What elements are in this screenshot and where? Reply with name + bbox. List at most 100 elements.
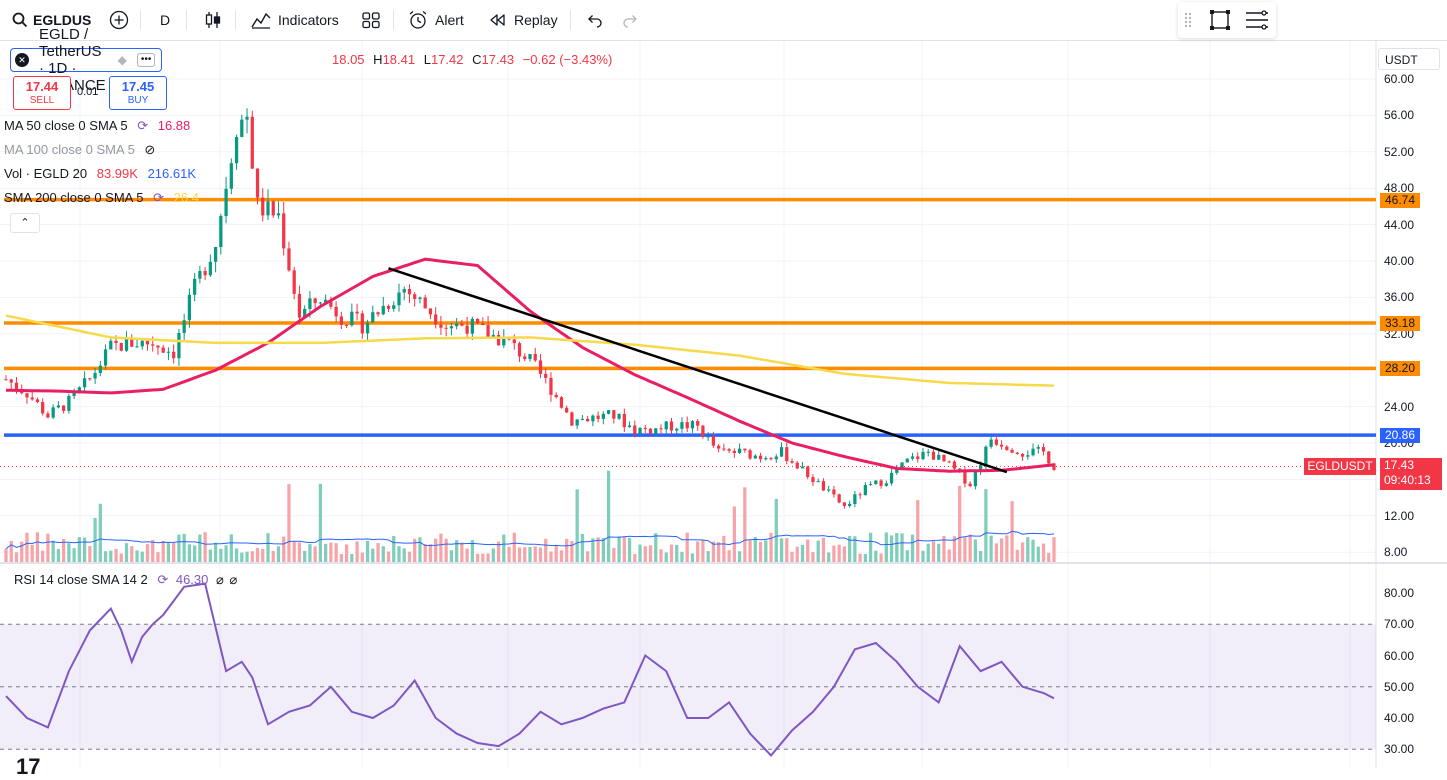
candle-body: [617, 413, 621, 419]
volume-bar: [523, 547, 527, 562]
volume-bar: [392, 536, 396, 562]
volume-bar: [806, 539, 810, 562]
volume-bar: [41, 550, 45, 562]
spread-value: 0.01: [77, 86, 99, 98]
volume-bar: [313, 546, 317, 562]
rsi-axis-label: 40.00: [1384, 711, 1415, 725]
candle-body: [575, 419, 579, 426]
sell-button[interactable]: 17.44 SELL: [13, 76, 71, 110]
candle-body: [41, 402, 45, 414]
volume-bar: [444, 538, 448, 562]
volume-bar: [339, 553, 343, 562]
candle-body: [706, 436, 710, 438]
more-icon[interactable]: •••: [136, 53, 156, 67]
volume-bar: [460, 542, 464, 562]
volume-bar: [895, 533, 899, 562]
indicator-ma50[interactable]: MA 50 close 0 SMA 5 ⟳ 16.88: [4, 118, 190, 134]
candle-body: [512, 339, 516, 344]
symbol-search[interactable]: EGLDUS: [12, 0, 91, 40]
candle-body: [863, 484, 867, 496]
collapse-legend-button[interactable]: ⌃: [10, 213, 40, 233]
fullscreen-icon[interactable]: [1208, 9, 1232, 36]
chart-grid: [0, 41, 1447, 769]
buy-button[interactable]: 17.45 BUY: [109, 76, 167, 110]
volume-bar: [334, 543, 338, 562]
candle-body: [1015, 452, 1019, 454]
candle-body: [638, 427, 642, 434]
templates-button[interactable]: [361, 0, 381, 40]
volume-bar: [329, 542, 333, 562]
refresh-icon[interactable]: ⟳: [157, 572, 169, 587]
volume-bar: [439, 533, 443, 562]
moving-average-lines: [5, 257, 1055, 473]
volume-bar: [465, 548, 469, 562]
candle-body: [365, 322, 370, 334]
last-price-tag[interactable]: 17.43 09:40:13: [1380, 458, 1442, 491]
candle-body: [224, 188, 228, 216]
volume-bar: [591, 538, 595, 562]
candle-body: [198, 271, 202, 279]
high-label: H: [373, 52, 383, 67]
chart-type-button[interactable]: [203, 0, 223, 40]
indicator-ma100[interactable]: MA 100 close 0 SMA 5 ⊘: [4, 142, 155, 158]
symbol-input[interactable]: EGLDUS: [33, 12, 92, 28]
drag-handle-icon[interactable]: [1184, 12, 1192, 33]
interval-button[interactable]: D: [160, 0, 170, 40]
candle-body: [648, 428, 653, 434]
price-chart[interactable]: [0, 41, 1447, 769]
candle-body: [67, 395, 71, 411]
currency-selector[interactable]: USDT: [1378, 48, 1440, 70]
volume-bar: [544, 538, 548, 562]
price-line-tag[interactable]: 20.86: [1380, 428, 1420, 444]
indicators-button[interactable]: Indicators: [250, 0, 339, 40]
chevron-up-icon: ⌃: [20, 217, 30, 229]
candle-body: [989, 439, 993, 447]
indicator-volume[interactable]: Vol · EGLD 20 83.99K 216.61K: [4, 166, 196, 181]
price-line-tag[interactable]: 46.74: [1380, 192, 1420, 208]
sell-label: SELL: [29, 95, 55, 106]
candle-body: [533, 353, 537, 361]
refresh-icon[interactable]: ⟳: [153, 190, 164, 205]
high-value: 18.41: [382, 52, 416, 67]
candle-body: [25, 393, 29, 398]
eye-off-icon[interactable]: ⊘: [144, 142, 156, 157]
price-axis-label: 52.00: [1384, 144, 1415, 159]
volume-bar: [156, 552, 160, 562]
candle-body: [344, 324, 349, 326]
symbol-title-box[interactable]: ✕ EGLD / TetherUS · 1D · BINANCE ◆ •••: [10, 26, 163, 94]
price-line-tag[interactable]: 28.20: [1380, 361, 1420, 377]
candle-body: [764, 458, 768, 460]
flag-icon[interactable]: ◆: [117, 53, 127, 67]
replay-button[interactable]: Replay: [488, 0, 558, 40]
volume-bar: [355, 541, 359, 562]
rsi-legend[interactable]: RSI 14 close SMA 14 2 ⟳ 46.30 ⌀ ⌀: [14, 572, 237, 588]
price-line-tag[interactable]: 33.18: [1380, 316, 1420, 332]
undo-button[interactable]: [585, 0, 603, 40]
volume-bar: [271, 551, 275, 562]
volume-bar: [449, 550, 454, 562]
redo-button[interactable]: [622, 0, 640, 40]
volume-bar: [72, 548, 76, 562]
candle-body: [517, 343, 522, 357]
candle-body: [93, 372, 97, 379]
volume-bar: [517, 547, 522, 562]
refresh-icon[interactable]: ⟳: [137, 118, 149, 133]
volume-bar: [811, 552, 815, 562]
candle-body: [491, 334, 495, 338]
candle-body: [853, 494, 857, 504]
indicator-sma200[interactable]: SMA 200 close 0 SMA 5 ⟳ 26.4: [4, 190, 199, 206]
candle-body: [905, 458, 909, 463]
volume-bar: [318, 483, 323, 562]
candle-body: [711, 436, 716, 446]
volume-bar: [832, 545, 836, 562]
volume-bar: [20, 541, 24, 562]
candle-body: [423, 297, 427, 309]
add-symbol-button[interactable]: [109, 0, 129, 40]
alert-button[interactable]: Alert: [407, 0, 464, 40]
volume-bars: [4, 470, 1056, 562]
settings-lines-icon[interactable]: [1244, 10, 1270, 35]
volume-bar: [732, 506, 736, 562]
indicators-icon: [250, 10, 272, 30]
candle-body: [827, 489, 831, 491]
candle-body: [565, 407, 569, 413]
